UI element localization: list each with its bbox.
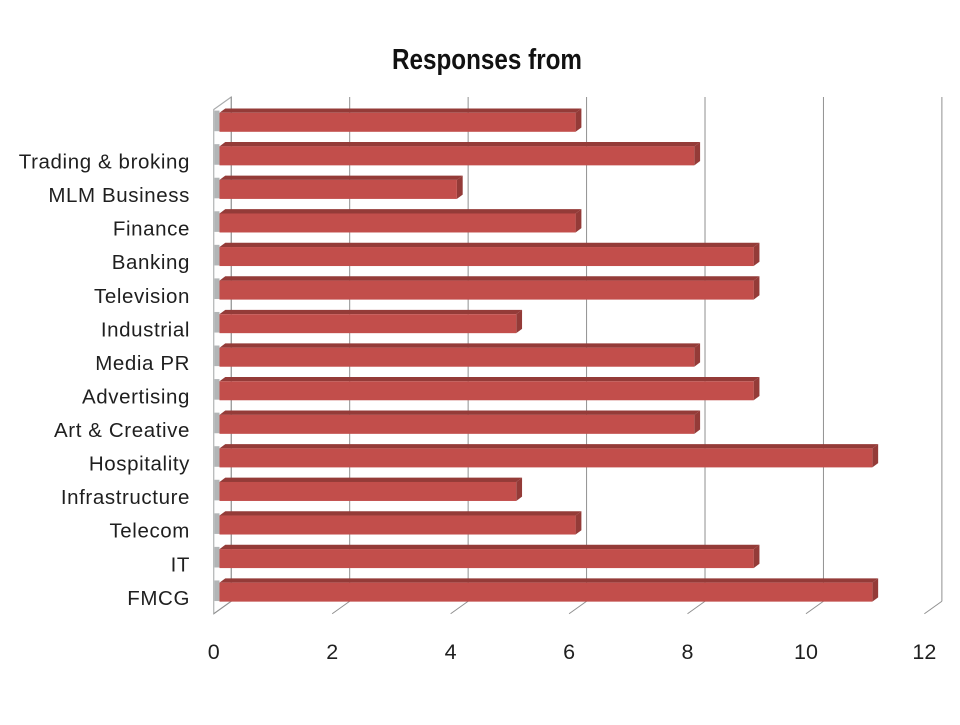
svg-text:0: 0 <box>208 640 220 664</box>
svg-text:4: 4 <box>445 640 457 664</box>
svg-text:MLM Business: MLM Business <box>48 184 190 207</box>
svg-text:8: 8 <box>682 640 694 664</box>
svg-text:Infrastructure: Infrastructure <box>61 486 190 509</box>
svg-text:FMCG: FMCG <box>127 587 190 610</box>
svg-text:Art & Creative: Art & Creative <box>54 419 190 442</box>
svg-text:2: 2 <box>326 640 338 664</box>
svg-text:Finance: Finance <box>113 218 190 241</box>
svg-text:Television: Television <box>94 285 190 308</box>
svg-text:12: 12 <box>912 640 936 664</box>
svg-text:6: 6 <box>563 640 575 664</box>
svg-text:Trading & broking: Trading & broking <box>19 151 190 174</box>
svg-text:Banking: Banking <box>112 251 190 274</box>
svg-text:Industrial: Industrial <box>101 318 190 341</box>
svg-text:Advertising: Advertising <box>82 385 190 408</box>
svg-text:Responses from: Responses from <box>392 44 582 76</box>
svg-text:Telecom: Telecom <box>109 520 190 543</box>
svg-text:10: 10 <box>794 640 818 664</box>
svg-text:Media PR: Media PR <box>95 352 190 375</box>
svg-text:IT: IT <box>171 553 190 576</box>
svg-text:Hospitality: Hospitality <box>89 453 190 476</box>
